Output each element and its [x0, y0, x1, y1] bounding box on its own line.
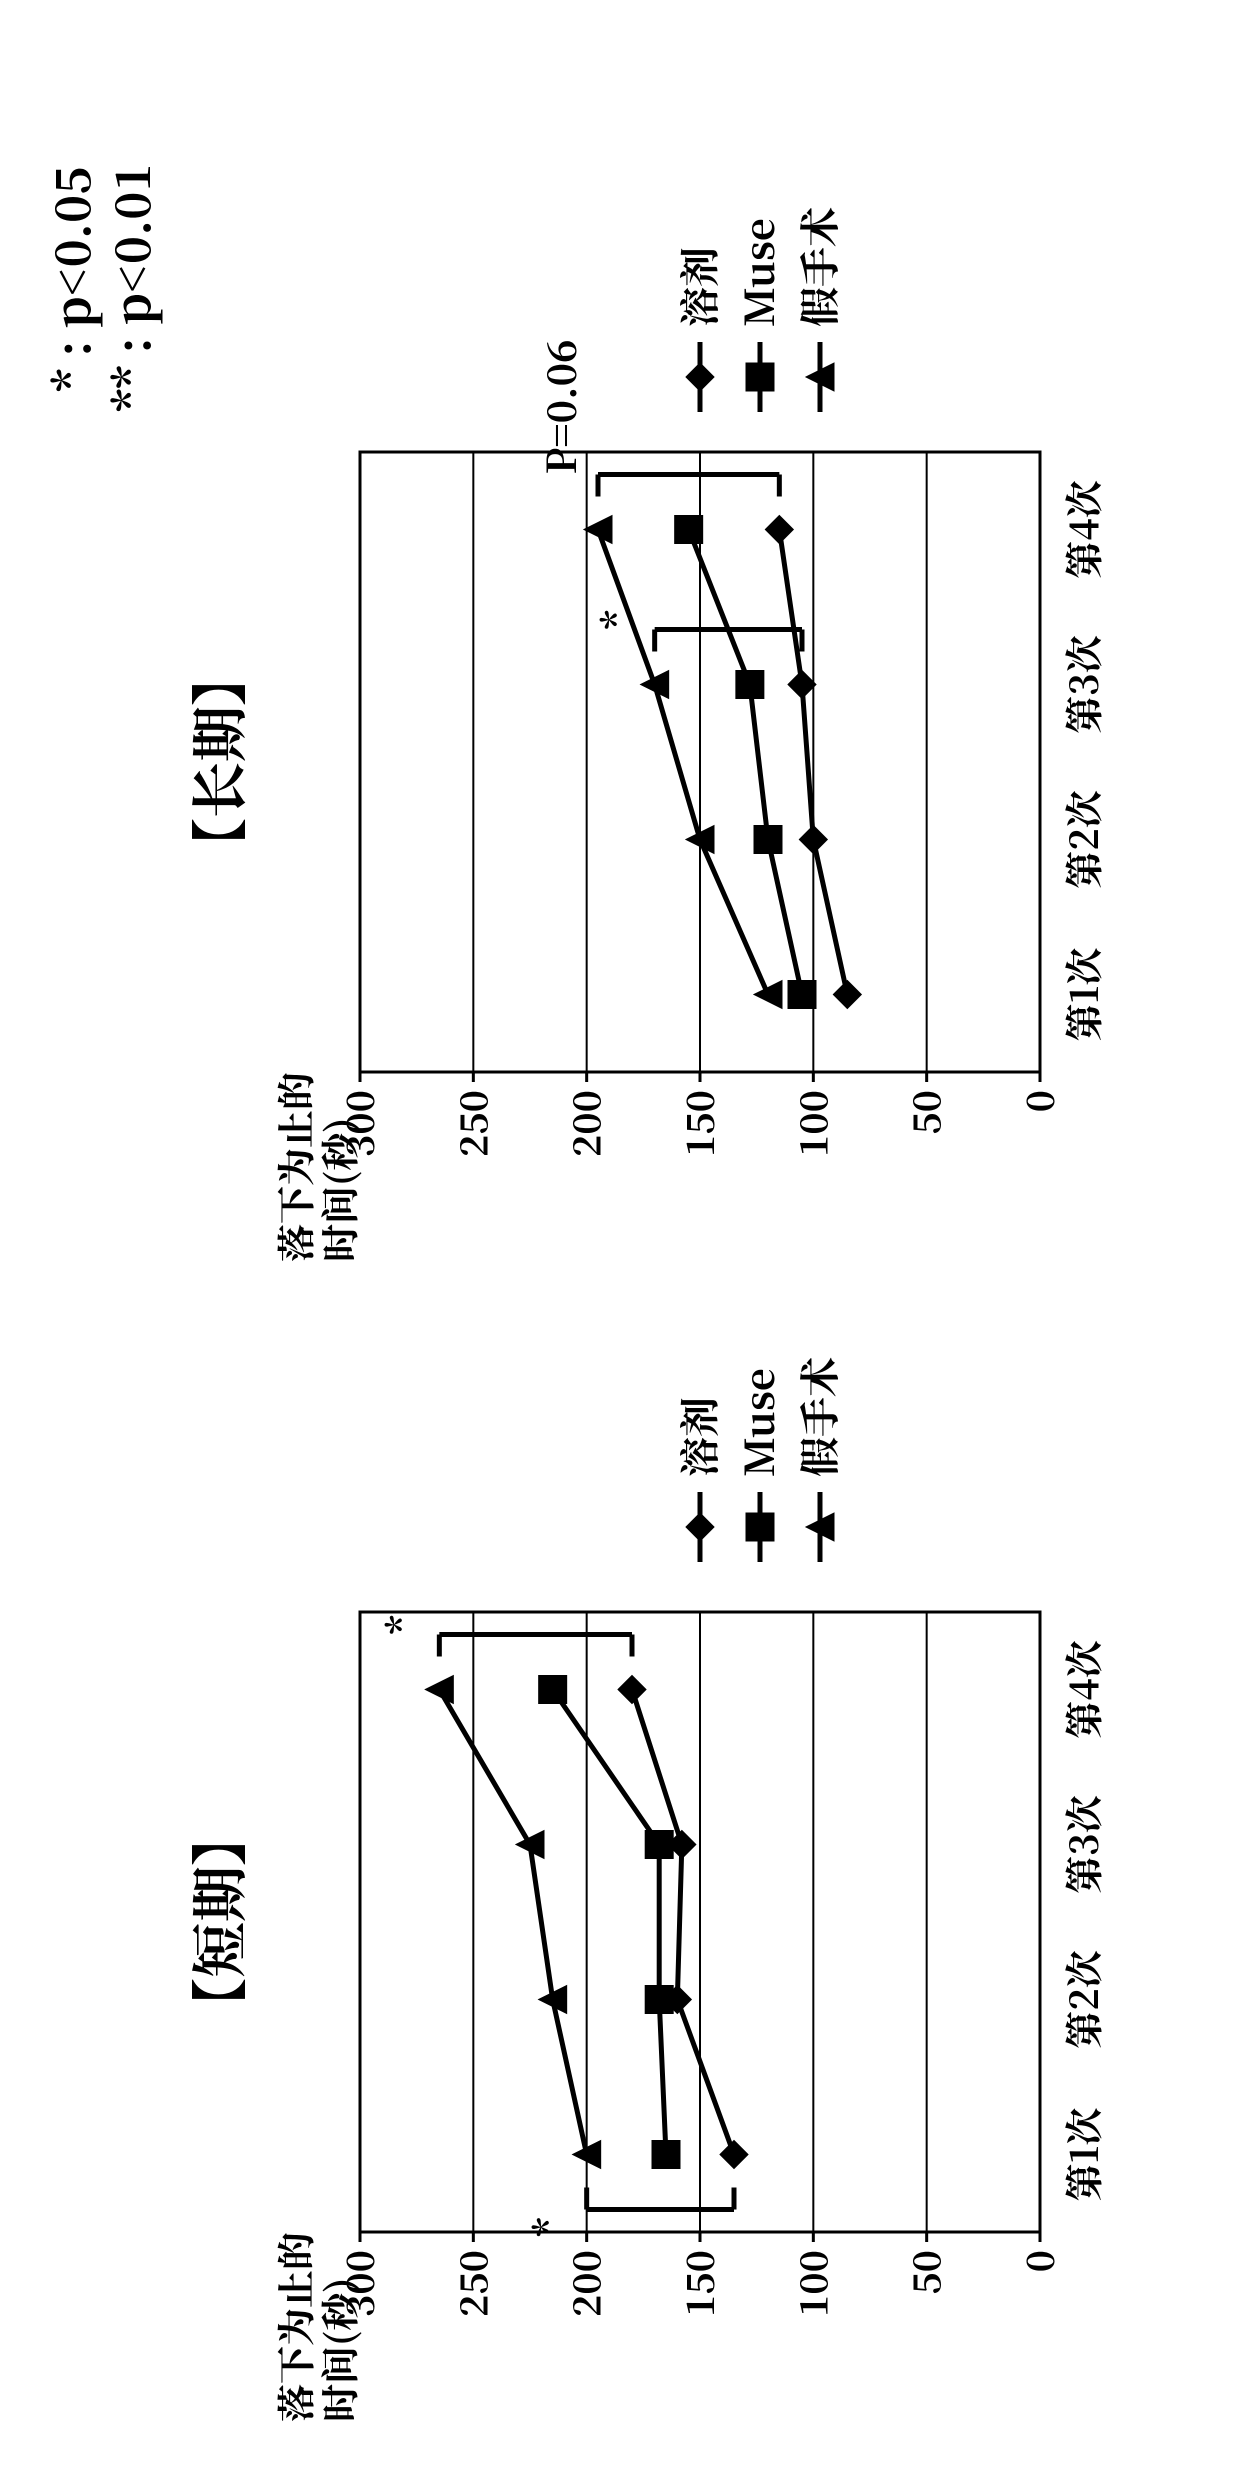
long-marker — [788, 981, 816, 1009]
short-xcat-label: 第3次 — [1054, 1795, 1109, 1894]
short-sig-label: * — [520, 2217, 577, 2237]
short-xcat-label: 第1次 — [1054, 2108, 1109, 2202]
short-ytick-label: 0 — [1010, 2250, 1065, 2272]
long-ytick-label: 200 — [557, 1090, 612, 1157]
long-marker — [675, 516, 703, 544]
short-legend-label: Muse — [729, 1368, 786, 1477]
short-legend-marker — [746, 1513, 774, 1541]
short-ytick-label: 200 — [557, 2250, 612, 2317]
long-ytick-label: 0 — [1010, 1090, 1065, 1112]
short-xcat-label: 第2次 — [1054, 1950, 1109, 2049]
long-legend-marker — [746, 363, 774, 391]
short-ytick-label: 150 — [670, 2250, 725, 2317]
long-marker — [736, 671, 764, 699]
short-marker — [645, 1831, 673, 1859]
long-xcat-label: 第4次 — [1054, 480, 1109, 579]
long-xcat-label: 第2次 — [1054, 790, 1109, 889]
short-ytick-label: 50 — [897, 2250, 952, 2295]
long-ytick-label: 250 — [443, 1090, 498, 1157]
long-legend-label: 假手术 — [789, 207, 846, 327]
short-title: 【短期】 — [177, 1810, 257, 2034]
figure-svg: 050100150200250300第1次第2次第3次第4次**落下为止的时间(… — [0, 0, 1240, 2492]
long-ylabel-2: 时间(秒) — [310, 1118, 365, 1262]
short-marker — [645, 1986, 673, 2014]
long-legend: 溶剂Muse假手术 — [669, 207, 846, 412]
short-legend-marker — [686, 1513, 714, 1541]
long-ytick-label: 100 — [783, 1090, 838, 1157]
long-sig-label: * — [588, 610, 645, 630]
short-marker — [539, 1676, 567, 1704]
long-title: 【长期】 — [177, 650, 257, 874]
long-chart: 050100150200250300第1次第2次第3次第4次*P=0.06落下为… — [177, 339, 1109, 1262]
long-legend-label: 溶剂 — [669, 247, 726, 327]
rotated-canvas: 050100150200250300第1次第2次第3次第4次**落下为止的时间(… — [0, 0, 1240, 2492]
short-xcat-label: 第4次 — [1054, 1640, 1109, 1739]
short-ytick-label: 250 — [443, 2250, 498, 2317]
page: 050100150200250300第1次第2次第3次第4次**落下为止的时间(… — [0, 0, 1240, 2492]
short-sig-label: * — [372, 1615, 429, 1635]
short-chart: 050100150200250300第1次第2次第3次第4次**落下为止的时间(… — [177, 1612, 1109, 2422]
long-xcat-label: 第3次 — [1054, 635, 1109, 734]
short-legend: 溶剂Muse假手术 — [669, 1357, 846, 1562]
long-xcat-label: 第1次 — [1054, 948, 1109, 1042]
long-ytick-label: 150 — [670, 1090, 725, 1157]
long-marker — [754, 826, 782, 854]
short-ylabel-2: 时间(秒) — [310, 2278, 365, 2422]
long-legend-marker — [686, 363, 714, 391]
sig-key-single: * : p<0.05 — [35, 167, 104, 392]
sig-key-double: ** : p<0.01 — [95, 163, 164, 412]
long-legend-label: Muse — [729, 218, 786, 327]
long-ytick-label: 50 — [897, 1090, 952, 1135]
inner-canvas: 050100150200250300第1次第2次第3次第4次**落下为止的时间(… — [0, 0, 1240, 2492]
short-legend-label: 溶剂 — [669, 1397, 726, 1477]
short-marker — [652, 2141, 680, 2169]
long-sig-label: P=0.06 — [531, 339, 588, 474]
short-ytick-label: 100 — [783, 2250, 838, 2317]
short-legend-label: 假手术 — [789, 1357, 846, 1477]
